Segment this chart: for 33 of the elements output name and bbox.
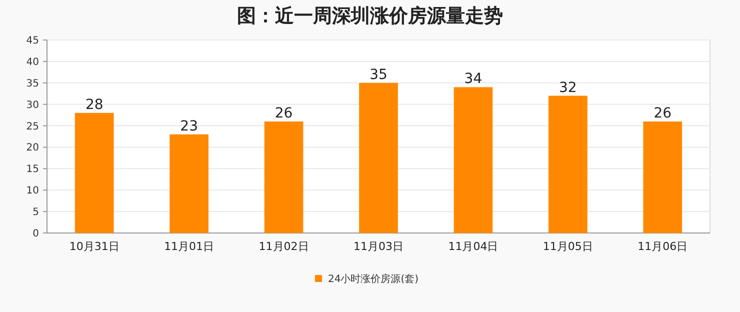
data-label: 23 [180,118,198,134]
bar [74,112,114,233]
bar [170,134,208,233]
bar [454,87,493,233]
x-tick-label: 11月05日 [542,240,593,253]
legend-label: 24小时涨价房源(套) [328,273,419,285]
y-tick-label: 40 [26,56,39,68]
data-label: 32 [559,80,577,96]
x-tick-label: 11月03日 [354,240,404,253]
bar [264,121,304,233]
bar [643,121,682,233]
data-label: 28 [85,96,104,113]
x-tick-label: 11月02日 [258,240,309,253]
y-tick-label: 25 [26,121,39,132]
bar [548,96,588,233]
bar [359,82,398,233]
y-tick-label: 30 [26,100,39,111]
x-tick-label: 11月04日 [448,240,498,253]
data-label: 34 [464,71,482,88]
y-tick-label: 35 [26,78,39,90]
x-tick-label: 10月31日 [69,240,120,253]
y-tick-label: 0 [32,228,39,240]
y-tick-label: 45 [26,36,39,46]
data-label: 35 [370,66,388,83]
y-tick-label: 5 [32,207,39,218]
data-label: 26 [274,105,293,122]
x-tick-label: 11月01日 [164,240,214,253]
y-tick-label: 15 [26,164,39,176]
y-tick-label: 20 [26,142,39,154]
chart-title: 图：近一周深圳涨价房源量走势 [237,5,503,27]
y-tick-label: 10 [26,186,39,197]
data-label: 26 [654,105,672,122]
x-tick-label: 11月06日 [638,240,688,253]
